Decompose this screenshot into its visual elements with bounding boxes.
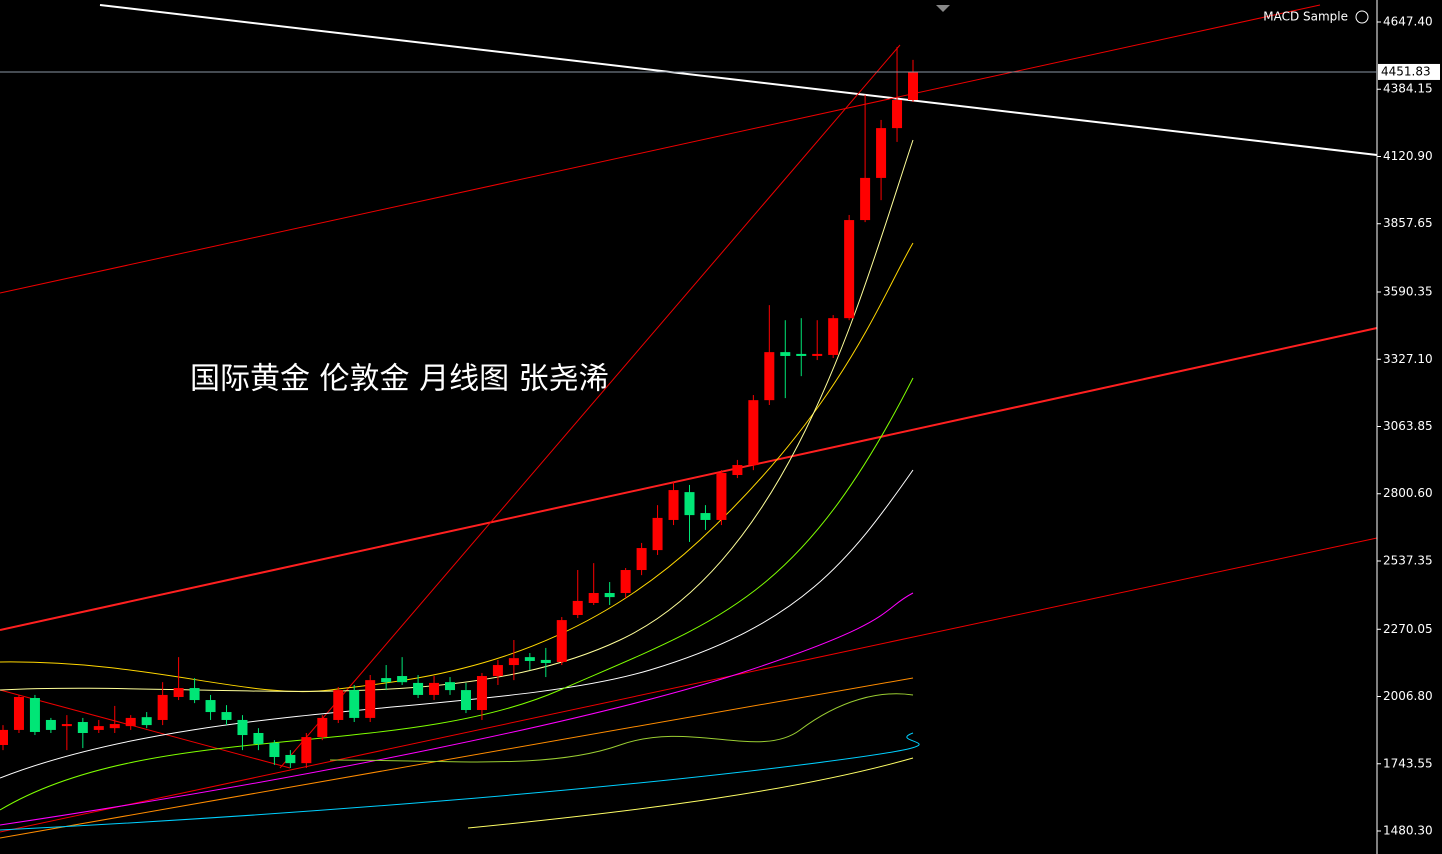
candle-body bbox=[540, 659, 551, 664]
indicator-icon bbox=[1355, 10, 1369, 24]
candle-body bbox=[237, 719, 248, 736]
indicator-line bbox=[467, 757, 914, 829]
y-tick-label: 3590.35 bbox=[1383, 285, 1433, 299]
candle-body bbox=[492, 665, 503, 677]
candle-body bbox=[301, 737, 312, 764]
candle-body bbox=[460, 690, 471, 711]
y-tick-label: 3857.65 bbox=[1383, 216, 1433, 230]
candle-body bbox=[892, 100, 903, 129]
candle-body bbox=[333, 690, 344, 720]
candle-body bbox=[397, 676, 408, 683]
y-tick-label: 2800.60 bbox=[1383, 486, 1433, 500]
y-tick-label: 3063.85 bbox=[1383, 419, 1433, 433]
candle-body bbox=[125, 717, 136, 727]
candle-body bbox=[684, 492, 695, 516]
candle-body bbox=[61, 724, 72, 727]
y-tick-label: 4647.40 bbox=[1383, 14, 1433, 28]
last-price-box bbox=[1378, 63, 1440, 80]
candle-body bbox=[13, 696, 24, 730]
candle-body bbox=[764, 352, 775, 401]
candle-body bbox=[620, 570, 631, 594]
candle-body bbox=[508, 658, 519, 666]
candle-body bbox=[556, 620, 567, 662]
candle-body bbox=[796, 353, 807, 356]
candle-body bbox=[908, 71, 918, 101]
candle-body bbox=[604, 593, 615, 598]
candle-body bbox=[285, 754, 296, 764]
y-tick-label: 1743.55 bbox=[1383, 756, 1433, 770]
y-tick-label: 2270.05 bbox=[1383, 622, 1433, 636]
candle-body bbox=[748, 400, 759, 466]
candle-body bbox=[189, 688, 200, 701]
trend-line bbox=[279, 44, 901, 769]
candle-body bbox=[349, 690, 360, 718]
indicator-label: MACD Sample bbox=[1263, 10, 1348, 24]
candle-body bbox=[157, 694, 168, 720]
trend-line bbox=[0, 327, 1378, 631]
indicator-line bbox=[0, 242, 914, 693]
indicator-line bbox=[0, 732, 920, 831]
candle-body bbox=[269, 742, 280, 758]
indicator-line bbox=[0, 139, 914, 692]
candle-body bbox=[828, 318, 839, 355]
candle-body bbox=[445, 682, 456, 691]
candle-body bbox=[93, 726, 104, 730]
candle-body bbox=[381, 678, 392, 683]
y-tick-label: 3327.10 bbox=[1383, 352, 1433, 366]
candle-body bbox=[780, 352, 791, 356]
trend-line bbox=[0, 4, 1321, 294]
y-tick-label: 1480.30 bbox=[1383, 824, 1433, 838]
candle-body bbox=[668, 490, 679, 520]
candle-body bbox=[365, 680, 376, 718]
candle-body bbox=[253, 732, 264, 744]
candle-body bbox=[732, 465, 743, 475]
candle-body bbox=[812, 353, 823, 356]
candle-body bbox=[173, 688, 184, 697]
trend-line bbox=[0, 689, 291, 769]
candle-body bbox=[29, 698, 40, 732]
annotation: 国际黄金 伦敦金 月线图 张尧浠 bbox=[190, 362, 609, 397]
candle-body bbox=[476, 676, 487, 711]
candle-body bbox=[588, 593, 599, 603]
scroll-marker bbox=[936, 5, 950, 12]
candle-body bbox=[77, 722, 88, 733]
decorations bbox=[0, 4, 1378, 839]
candle-body bbox=[876, 128, 887, 178]
indicator-line bbox=[329, 693, 914, 763]
candle-body bbox=[716, 472, 727, 520]
indicator-line bbox=[0, 377, 914, 811]
candle-body bbox=[652, 517, 663, 551]
candle-body bbox=[700, 513, 711, 520]
indicator-line bbox=[0, 469, 914, 779]
candle-body bbox=[205, 700, 216, 713]
candle-body bbox=[524, 657, 535, 661]
candle-body bbox=[141, 717, 152, 726]
candle-body bbox=[109, 724, 120, 729]
y-tick-label: 2006.80 bbox=[1383, 689, 1433, 703]
trend-line bbox=[99, 4, 1378, 156]
candle-body bbox=[429, 682, 440, 695]
candle-body bbox=[572, 600, 583, 615]
y-tick-label: 4384.15 bbox=[1383, 82, 1433, 96]
indicator-line bbox=[0, 592, 914, 826]
candle-body bbox=[221, 712, 232, 720]
trend-line bbox=[0, 537, 1378, 833]
last-price-label: 4451.83 bbox=[1381, 64, 1431, 78]
indicator-line bbox=[0, 677, 914, 839]
candle-body bbox=[844, 220, 855, 319]
candle-body bbox=[413, 682, 424, 695]
candle-body bbox=[45, 719, 56, 730]
y-tick-label: 4120.90 bbox=[1383, 149, 1433, 163]
y-tick-label: 2537.35 bbox=[1383, 553, 1433, 567]
candle-body bbox=[0, 729, 8, 746]
candle-body bbox=[860, 177, 871, 221]
candle-body bbox=[636, 548, 647, 571]
candle-body bbox=[317, 717, 328, 738]
